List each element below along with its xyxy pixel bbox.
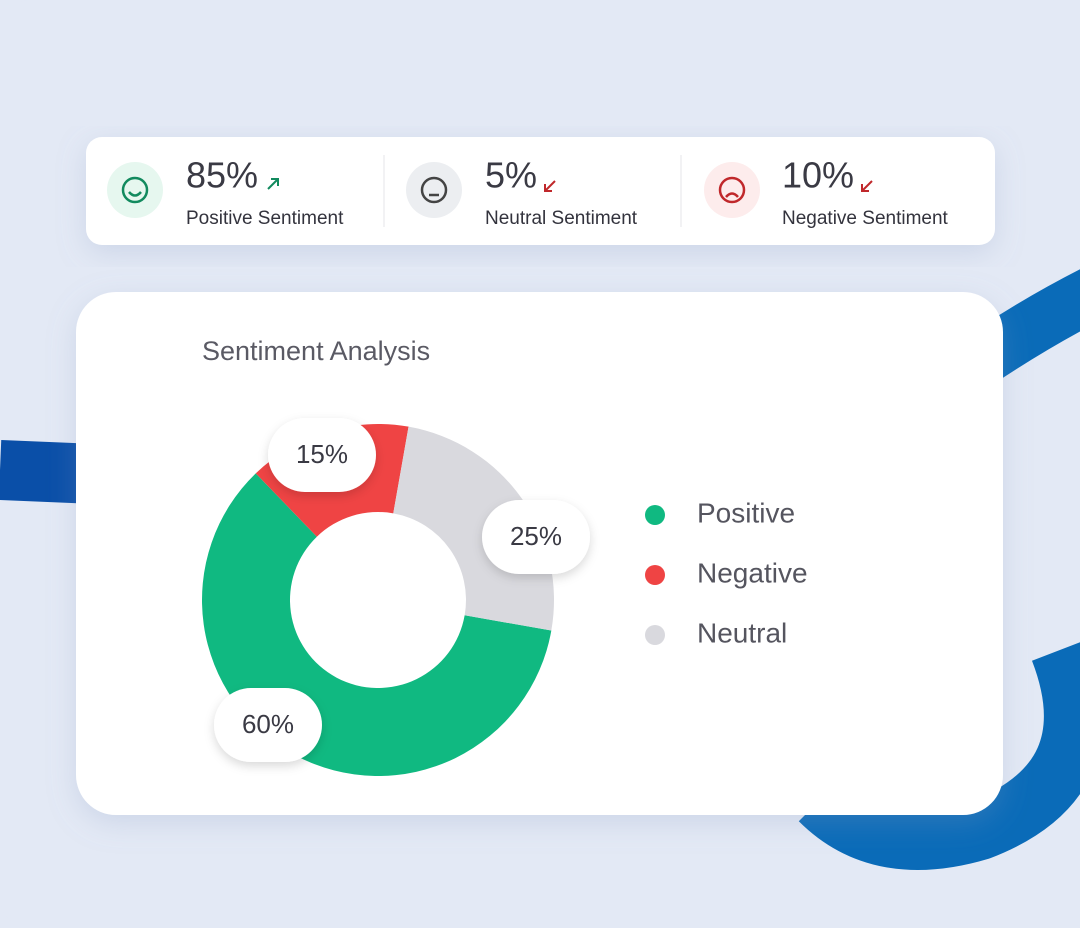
legend-label: Positive xyxy=(697,497,795,528)
data-label: 15% xyxy=(296,439,348,469)
label-bubble xyxy=(482,500,590,574)
donut-chart: 60% 15% 25% Positive Negative Neutral xyxy=(202,418,808,776)
trend-arrow xyxy=(544,180,556,192)
legend-label: Neutral xyxy=(697,617,787,648)
stat-neutral: 5% Neutral Sentiment xyxy=(406,155,638,229)
icon xyxy=(725,192,739,198)
chart-title: Sentiment Analysis xyxy=(202,336,430,366)
donut-slice xyxy=(393,426,554,631)
legend-marker xyxy=(645,505,665,525)
icon-bg xyxy=(406,162,462,218)
icon xyxy=(718,176,746,204)
icon xyxy=(128,191,142,197)
trend-arrow xyxy=(861,180,873,192)
stat-label: Positive Sentiment xyxy=(186,208,344,229)
stat-label: Neutral Sentiment xyxy=(485,208,638,229)
trend-arrow xyxy=(267,178,279,190)
stat-positive: 85% Positive Sentiment xyxy=(107,155,344,229)
label-bubble xyxy=(268,418,376,492)
icon xyxy=(420,176,448,204)
data-label: 25% xyxy=(510,521,562,551)
stat-label: Negative Sentiment xyxy=(782,208,949,229)
data-label: 60% xyxy=(242,709,294,739)
legend-label: Negative xyxy=(697,557,808,588)
icon xyxy=(121,176,149,204)
stat-value: 10% xyxy=(782,155,854,196)
icon-bg xyxy=(107,162,163,218)
ribbon xyxy=(798,642,1080,870)
legend-marker xyxy=(645,565,665,585)
stat-negative: 10% Negative Sentiment xyxy=(704,155,949,229)
legend-marker xyxy=(645,625,665,645)
stats-card xyxy=(86,137,995,245)
icon-bg xyxy=(704,162,760,218)
stat-value: 85% xyxy=(186,155,258,196)
stat-value: 5% xyxy=(485,155,537,196)
label-bubble xyxy=(214,688,322,762)
